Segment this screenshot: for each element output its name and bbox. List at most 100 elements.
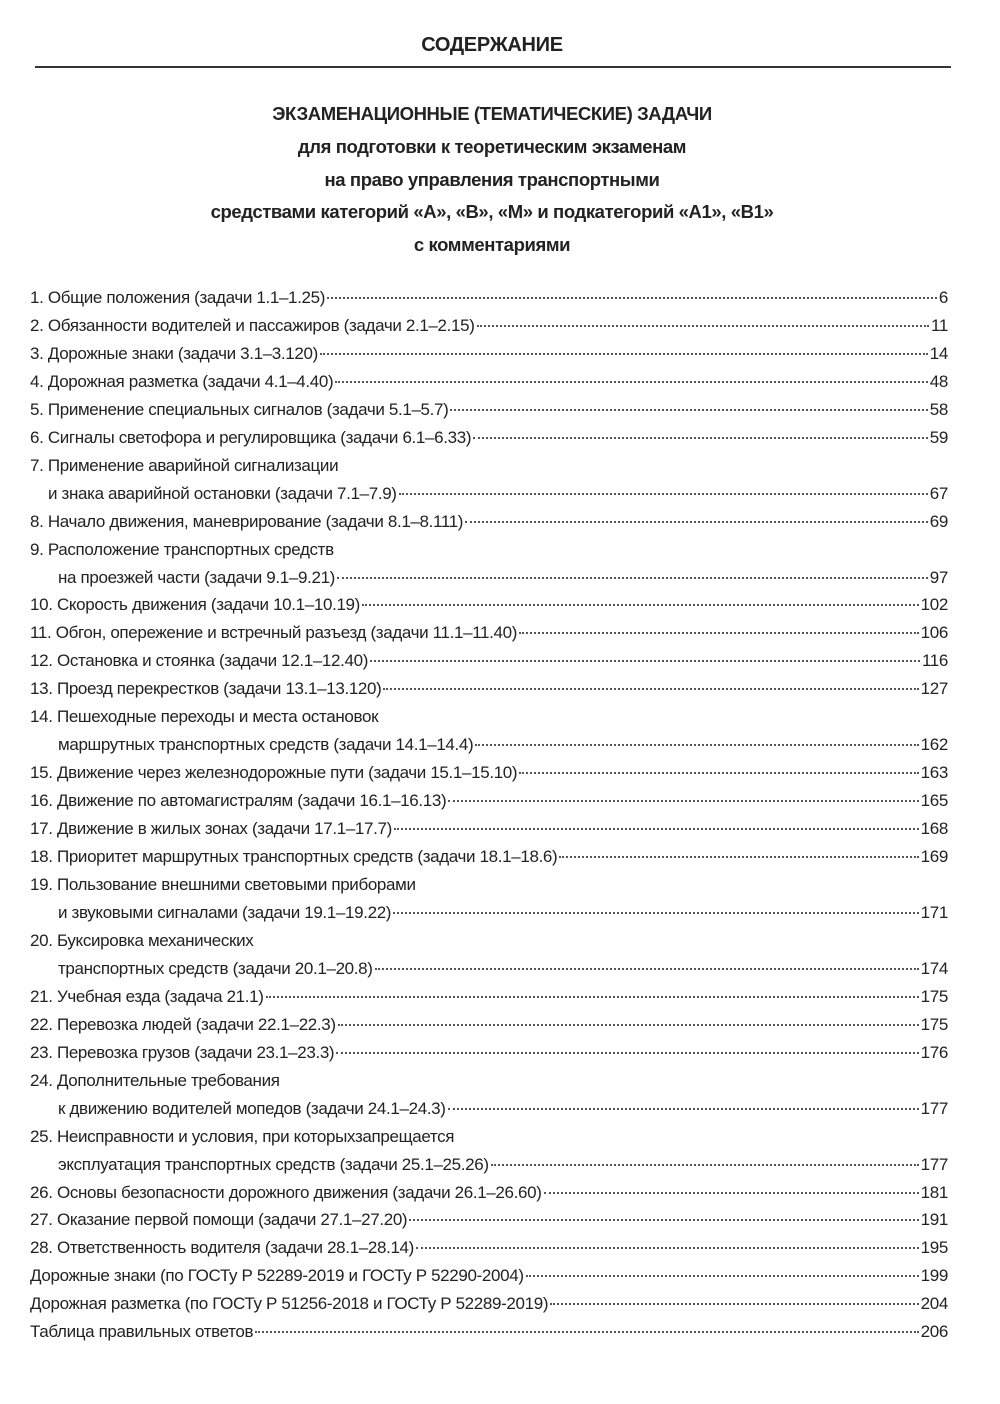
dot-leader bbox=[475, 744, 919, 747]
toc-entry[interactable]: 19. Пользование внешними световыми прибо… bbox=[30, 871, 948, 927]
toc-entry-title: 25. Неисправности и условия, при которых… bbox=[30, 1126, 455, 1146]
toc-entry-title: 10. Скорость движения (задачи 10.1–10.19… bbox=[30, 595, 360, 615]
toc-entry[interactable]: 3. Дорожные знаки (задачи 3.1–3.120) 14 bbox=[30, 340, 948, 368]
toc-page-number: 106 bbox=[920, 623, 949, 643]
toc-entry-title: 14. Пешеходные переходы и места останово… bbox=[30, 707, 379, 727]
toc-entry-line: 4. Дорожная разметка (задачи 4.1–4.40) 48 bbox=[30, 368, 948, 396]
dot-leader bbox=[559, 856, 919, 859]
dot-leader bbox=[398, 492, 928, 495]
dot-leader bbox=[450, 408, 928, 411]
toc-entry-line: 7. Применение аварийной сигнализации bbox=[30, 452, 948, 480]
toc-entry-title: и знака аварийной остановки (задачи 7.1–… bbox=[48, 483, 397, 503]
toc-entry-title: Дорожная разметка (по ГОСТу Р 51256-2018… bbox=[30, 1294, 549, 1314]
toc-entry[interactable]: 25. Неисправности и условия, при которых… bbox=[30, 1123, 948, 1179]
toc-entry[interactable]: 5. Применение специальных сигналов (зада… bbox=[30, 396, 948, 424]
toc-entry-line: 18. Приоритет маршрутных транспортных ср… bbox=[30, 843, 948, 871]
dot-leader bbox=[543, 1191, 919, 1194]
toc-entry[interactable]: 10. Скорость движения (задачи 10.1–10.19… bbox=[30, 591, 948, 619]
toc-page-number: 162 bbox=[920, 735, 949, 755]
toc-entry[interactable]: 21. Учебная езда (задача 21.1) 175 bbox=[30, 983, 948, 1011]
toc-entry-title: 2. Обязанности водителей и пассажиров (з… bbox=[30, 315, 475, 335]
toc-entry-line: эксплуатация транспортных средств (задач… bbox=[30, 1151, 948, 1179]
toc-entry-title: 27. Оказание первой помощи (задачи 27.1–… bbox=[30, 1210, 408, 1230]
toc-entry[interactable]: 20. Буксировка механических транспортных … bbox=[30, 927, 948, 983]
toc-page-number: 97 bbox=[929, 567, 949, 587]
toc-entry[interactable]: 22. Перевозка людей (задачи 22.1–22.3) 17… bbox=[30, 1011, 948, 1039]
toc-entry[interactable]: 4. Дорожная разметка (задачи 4.1–4.40) 48 bbox=[30, 368, 948, 396]
toc-page-number: 168 bbox=[920, 819, 949, 839]
toc-entry-title: 4. Дорожная разметка (задачи 4.1–4.40) bbox=[30, 371, 334, 391]
dot-leader bbox=[327, 297, 937, 299]
toc-entry-line: 12. Остановка и стоянка (задачи 12.1–12.… bbox=[30, 647, 948, 675]
toc-page-number: 69 bbox=[929, 511, 949, 531]
toc-entry[interactable]: 2. Обязанности водителей и пассажиров (з… bbox=[30, 312, 948, 340]
toc-entry[interactable]: 11. Обгон, опережение и встречный разъез… bbox=[30, 619, 948, 647]
toc-entry[interactable]: Таблица правильных ответов 206 bbox=[30, 1318, 948, 1346]
toc-entry-line: 21. Учебная езда (задача 21.1) 175 bbox=[30, 983, 948, 1011]
toc-entry-title: 18. Приоритет маршрутных транспортных ср… bbox=[30, 847, 558, 867]
toc-entry-line: 26. Основы безопасности дорожного движен… bbox=[30, 1179, 948, 1207]
toc-entry[interactable]: 7. Применение аварийной сигнализации и зн… bbox=[30, 452, 948, 508]
toc-entry[interactable]: 1. Общие положения (задачи 1.1–1.25) 6 bbox=[30, 284, 948, 312]
toc-entry-title: 26. Основы безопасности дорожного движен… bbox=[30, 1182, 542, 1202]
toc-entry[interactable]: 8. Начало движения, маневрирование (зада… bbox=[30, 508, 948, 536]
toc-entry-title: и звуковыми сигналами (задачи 19.1–19.22… bbox=[58, 902, 392, 922]
toc-entry-line: 15. Движение через железнодорожные пути … bbox=[30, 759, 948, 787]
dot-leader bbox=[336, 1051, 919, 1054]
toc-entry-title: 3. Дорожные знаки (задачи 3.1–3.120) bbox=[30, 343, 318, 363]
toc-entry[interactable]: 18. Приоритет маршрутных транспортных ср… bbox=[30, 843, 948, 871]
toc-entry-line: 24. Дополнительные требования bbox=[30, 1067, 948, 1095]
toc-page-number: 163 bbox=[920, 763, 949, 783]
toc-entry-title: маршрутных транспортных средств (задачи … bbox=[58, 735, 474, 755]
toc-entry-title: 19. Пользование внешними световыми прибо… bbox=[30, 875, 416, 895]
toc-entry[interactable]: 6. Сигналы светофора и регулировщика (за… bbox=[30, 424, 948, 452]
toc-entry-title: 8. Начало движения, маневрирование (зада… bbox=[30, 511, 464, 531]
toc-entry[interactable]: 9. Расположение транспортных средств на п… bbox=[30, 536, 948, 592]
toc-entry-line: Дорожные знаки (по ГОСТу Р 52289-2019 и … bbox=[30, 1262, 948, 1290]
heading-divider bbox=[35, 66, 951, 68]
dot-leader bbox=[393, 911, 919, 914]
toc-entry-line: 9. Расположение транспортных средств bbox=[30, 536, 948, 564]
title-line: ЭКЗАМЕНАЦИОННЫЕ (ТЕМАТИЧЕСКИЕ) ЗАДАЧИ bbox=[272, 103, 712, 124]
toc-entry[interactable]: 17. Движение в жилых зонах (задачи 17.1–… bbox=[30, 815, 948, 843]
toc-entry-title: 1. Общие положения (задачи 1.1–1.25) bbox=[30, 288, 326, 307]
toc-entry-title: 21. Учебная езда (задача 21.1) bbox=[30, 986, 264, 1006]
toc-page-number: 195 bbox=[920, 1238, 949, 1258]
toc-entry-title: 20. Буксировка механических bbox=[30, 930, 254, 950]
toc-entry[interactable]: Дорожная разметка (по ГОСТу Р 51256-2018… bbox=[30, 1290, 948, 1318]
toc-page-number: 174 bbox=[920, 958, 949, 978]
toc-entry[interactable]: 23. Перевозка грузов (задачи 23.1–23.3) 1… bbox=[30, 1039, 948, 1067]
dot-leader bbox=[319, 352, 928, 355]
dot-leader bbox=[255, 1331, 919, 1334]
toc-page-number: 116 bbox=[921, 651, 948, 671]
dot-leader bbox=[374, 967, 919, 970]
toc-entry-title: 5. Применение специальных сигналов (зада… bbox=[30, 399, 449, 419]
toc-page-number: 127 bbox=[920, 679, 949, 699]
dot-leader bbox=[519, 772, 919, 775]
toc-entry[interactable]: 12. Остановка и стоянка (задачи 12.1–12.… bbox=[30, 647, 948, 675]
toc-entry-line: 19. Пользование внешними световыми прибо… bbox=[30, 871, 948, 899]
toc-entry-line: к движению водителей мопедов (задачи 24.… bbox=[30, 1095, 948, 1123]
page-heading: СОДЕРЖАНИЕ bbox=[421, 34, 563, 56]
toc-entry[interactable]: Дорожные знаки (по ГОСТу Р 52289-2019 и … bbox=[30, 1262, 948, 1290]
dot-leader bbox=[465, 520, 928, 523]
title-line: средствами категорий «A», «B», «M» и под… bbox=[210, 201, 774, 223]
toc-entry[interactable]: 27. Оказание первой помощи (задачи 27.1–… bbox=[30, 1206, 948, 1234]
toc-entry[interactable]: 28. Ответственность водителя (задачи 28.… bbox=[30, 1234, 948, 1262]
toc-entry[interactable]: 26. Основы безопасности дорожного движен… bbox=[30, 1179, 948, 1207]
toc-entry[interactable]: 24. Дополнительные требования к движению … bbox=[30, 1067, 948, 1123]
toc-entry[interactable]: 13. Проезд перекрестков (задачи 13.1–13.… bbox=[30, 675, 948, 703]
toc-entry-title: 7. Применение аварийной сигнализации bbox=[30, 455, 339, 475]
toc-entry-title: 6. Сигналы светофора и регулировщика (за… bbox=[30, 427, 472, 447]
toc-entry[interactable]: 16. Движение по автомагистралям (задачи … bbox=[30, 787, 948, 815]
toc-page-number: 67 bbox=[929, 483, 949, 503]
dot-leader bbox=[335, 380, 928, 383]
toc-entry-line: 1. Общие положения (задачи 1.1–1.25) 6 bbox=[30, 284, 948, 312]
dot-leader bbox=[490, 1163, 919, 1166]
toc-entry[interactable]: 14. Пешеходные переходы и места останово… bbox=[30, 703, 948, 759]
toc-entry-line: Таблица правильных ответов 206 bbox=[30, 1318, 948, 1346]
dot-leader bbox=[550, 1303, 919, 1306]
toc-entry-line: и звуковыми сигналами (задачи 19.1–19.22… bbox=[30, 899, 948, 927]
toc-entry-title: 9. Расположение транспортных средств bbox=[30, 539, 334, 559]
toc-entry[interactable]: 15. Движение через железнодорожные пути … bbox=[30, 759, 948, 787]
